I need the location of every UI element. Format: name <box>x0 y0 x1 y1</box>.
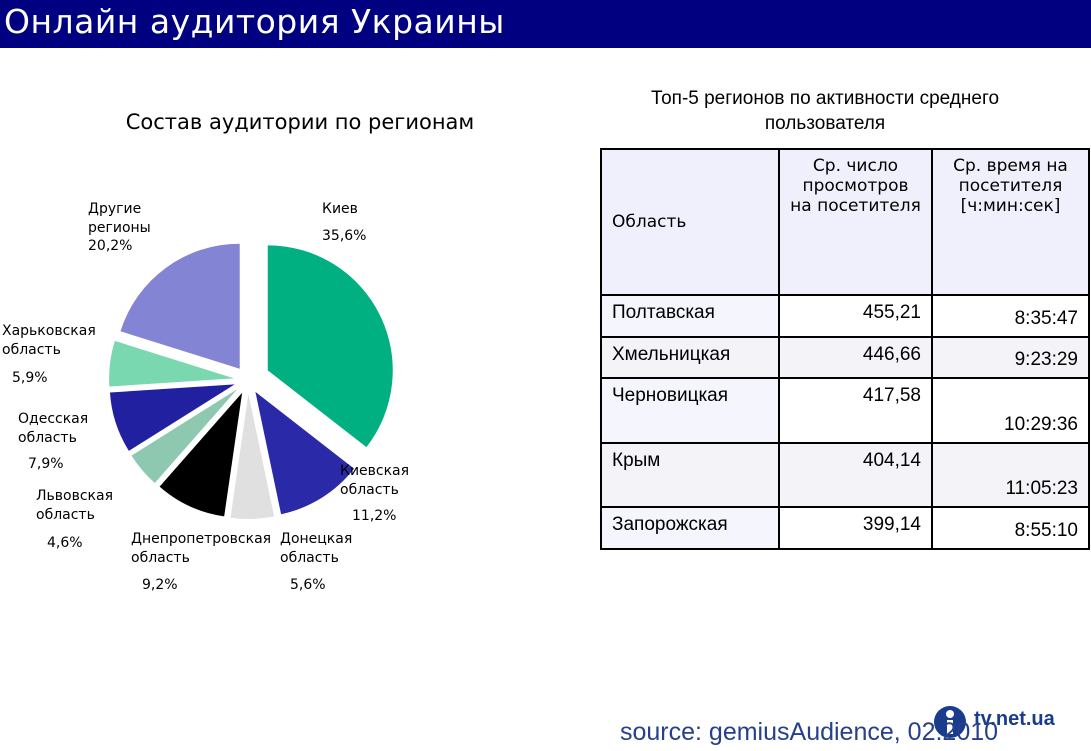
table-cell: 417,58 <box>778 377 933 444</box>
table-cell: Хмельницкая <box>600 336 780 379</box>
table-cell: 399,14 <box>778 506 933 550</box>
slice-label: Харьковская область <box>2 323 96 358</box>
slice-label: Донецкая область <box>280 531 353 566</box>
pie-slice <box>109 340 235 387</box>
table-cell: 8:35:47 <box>931 294 1090 338</box>
table-cell: 455,21 <box>778 294 933 338</box>
table-cell: Черновицкая <box>600 377 780 444</box>
table-cell: Запорожская <box>600 506 780 550</box>
pie-slice <box>230 393 275 519</box>
slice-value: 35,6% <box>322 228 367 244</box>
slice-label: Днепропетровская область <box>131 531 272 566</box>
slice-label: Львовская область <box>36 488 113 523</box>
slice-value: 7,9% <box>28 456 64 472</box>
logo-icon <box>934 706 966 738</box>
source: source: gemiusAudience, 02.2010 <box>620 718 999 746</box>
table-title: Топ-5 регионов по активности среднего по… <box>650 88 1000 134</box>
pie-slice <box>159 392 243 517</box>
slice-label: Киев <box>322 201 358 217</box>
slice-label: Киевская область <box>340 463 410 498</box>
table-cell: 8:55:10 <box>931 506 1090 550</box>
table: Область Ср. число просмотров на посетител… <box>600 148 1090 550</box>
table-cell: 446,66 <box>778 336 933 379</box>
pie-slice <box>255 391 355 515</box>
table-cell: 10:29:36 <box>931 377 1090 444</box>
table-row: Запорожская 399,14 8:55:10 <box>600 506 1090 550</box>
slice-value: 5,6% <box>290 577 326 593</box>
header-bar: Онлайн аудитория Украины <box>0 0 1091 48</box>
pie-slice <box>120 243 240 369</box>
chart-title: Состав аудитории по регионам <box>125 110 475 134</box>
table-row: Полтавская 455,21 8:35:47 <box>600 294 1090 338</box>
slice-value: 4,6% <box>47 535 83 551</box>
logo: tv.net.ua <box>974 708 1055 730</box>
table-cell: Полтавская <box>600 294 780 338</box>
pie-slice <box>267 245 393 448</box>
table-cell: 11:05:23 <box>931 442 1090 508</box>
slice-value: 11,2% <box>352 508 397 524</box>
header-cell: Ср. число просмотров на посетителя <box>778 148 933 296</box>
header-cell: Ср. время на посетителя [ч:мин:сек] <box>931 148 1090 296</box>
page-title: Онлайн аудитория Украины <box>4 2 505 41</box>
slice-value: 20,2% <box>88 238 133 254</box>
pie-slice <box>109 384 235 451</box>
table-cell: 9:23:29 <box>931 336 1090 379</box>
slice-label: Другие регионы <box>88 201 151 236</box>
table-row: Черновицкая 417,58 10:29:36 <box>600 377 1090 444</box>
table-row: Крым 404,14 11:05:23 <box>600 442 1090 508</box>
header-cell: Область <box>600 148 780 296</box>
pie-slice <box>131 389 238 483</box>
pie-chart <box>109 243 393 519</box>
table-row: Хмельницкая 446,66 9:23:29 <box>600 336 1090 379</box>
slice-value: 5,9% <box>12 370 48 386</box>
table-cell: Крым <box>600 442 780 508</box>
slice-label: Одесская область <box>18 411 89 446</box>
header-row: Область Ср. число просмотров на посетител… <box>600 148 1090 296</box>
slice-value: 9,2% <box>142 577 178 593</box>
table-cell: 404,14 <box>778 442 933 508</box>
